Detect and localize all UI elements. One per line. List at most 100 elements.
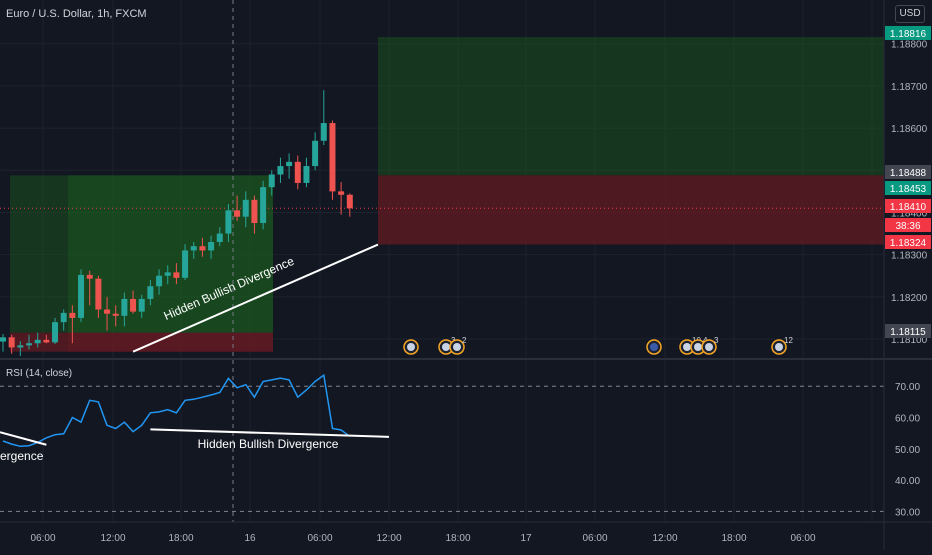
price-divergence-line xyxy=(132,243,379,353)
candle-body-6 xyxy=(52,322,59,343)
candle-body-26 xyxy=(225,210,232,234)
candle-body-15 xyxy=(130,298,137,312)
event-flag-2 xyxy=(453,343,461,351)
event-flag-5 xyxy=(694,343,702,351)
candle-body-40 xyxy=(346,194,353,209)
candle-body-1 xyxy=(8,337,15,348)
price-tick-2: 1.18600 xyxy=(891,124,928,135)
candle-body-22 xyxy=(190,246,197,251)
candle-body-7 xyxy=(60,312,67,323)
candle-body-16 xyxy=(138,298,145,312)
event-flag-1 xyxy=(442,343,450,351)
price-tag-label-4: 38:36 xyxy=(895,221,920,232)
candle-body-11 xyxy=(95,278,102,310)
time-tick-3: 16 xyxy=(244,533,256,544)
price-tag-label-5: 1.18324 xyxy=(890,238,927,249)
time-tick-1: 12:00 xyxy=(100,533,125,544)
time-tick-8: 06:00 xyxy=(582,533,607,544)
time-tick-0: 06:00 xyxy=(30,533,55,544)
candle-body-4 xyxy=(34,339,41,344)
time-tick-10: 18:00 xyxy=(721,533,746,544)
candle-body-21 xyxy=(182,250,189,278)
candle-body-36 xyxy=(312,140,319,167)
candle-body-38 xyxy=(329,123,336,192)
candle-body-13 xyxy=(112,313,119,316)
long-position-2-stop-zone xyxy=(68,332,273,352)
candle-body-23 xyxy=(199,246,206,251)
rsi-tick-4: 30.00 xyxy=(895,507,920,518)
currency-button[interactable]: USD xyxy=(895,5,925,23)
candle-body-18 xyxy=(156,275,163,287)
candle-body-12 xyxy=(104,309,111,314)
candle-body-28 xyxy=(242,199,249,217)
price-tag-4 xyxy=(885,218,931,232)
candle-body-2 xyxy=(17,345,24,348)
price-tag-0 xyxy=(885,26,931,40)
candle-body-14 xyxy=(121,298,128,316)
candle-body-33 xyxy=(286,161,293,167)
candle-body-5 xyxy=(43,339,50,343)
price-tick-4: 1.18400 xyxy=(891,208,928,219)
time-tick-7: 17 xyxy=(520,533,532,544)
price-tag-label-0: 1.18816 xyxy=(890,29,927,40)
price-tick-7: 1.18100 xyxy=(891,335,928,346)
event-flag-7 xyxy=(775,343,783,351)
candle-body-32 xyxy=(277,166,284,175)
candle-body-37 xyxy=(320,123,327,141)
time-tick-11: 06:00 xyxy=(790,533,815,544)
time-tick-9: 12:00 xyxy=(652,533,677,544)
price-tag-label-1: 1.18488 xyxy=(890,168,927,179)
rsi-divergence-label: Hidden Bullish Divergence xyxy=(198,437,339,451)
event-flag-6 xyxy=(705,343,713,351)
price-tick-6: 1.18200 xyxy=(891,293,928,304)
candle-body-27 xyxy=(234,210,241,217)
candle-body-24 xyxy=(208,242,215,251)
rsi-divergence-line-left xyxy=(0,431,47,446)
long-position-3-target-zone xyxy=(378,36,884,176)
price-tick-5: 1.18300 xyxy=(891,251,928,262)
candle-body-17 xyxy=(147,286,154,299)
event-count-6: 3 xyxy=(714,336,719,345)
price-tick-1: 1.18700 xyxy=(891,82,928,93)
time-tick-6: 18:00 xyxy=(445,533,470,544)
candle-body-29 xyxy=(251,199,258,224)
candle-body-8 xyxy=(69,312,76,318)
price-tick-0: 1.18800 xyxy=(891,40,928,51)
candle-body-35 xyxy=(303,166,310,183)
time-tick-5: 12:00 xyxy=(376,533,401,544)
candle-body-19 xyxy=(164,272,171,276)
event-flag-3 xyxy=(650,343,658,351)
candle-body-39 xyxy=(338,191,345,195)
rsi-tick-2: 50.00 xyxy=(895,445,920,456)
price-tag-label-6: 1.18115 xyxy=(890,327,926,338)
candle-body-9 xyxy=(78,274,85,318)
rsi-tick-3: 40.00 xyxy=(895,476,920,487)
candle-body-25 xyxy=(216,233,223,242)
rsi-divergence-left-label: ergence xyxy=(0,449,44,463)
price-tag-label-3: 1.18410 xyxy=(890,202,927,213)
long-position-3-stop-zone xyxy=(378,175,884,245)
event-count-2: 2 xyxy=(462,336,467,345)
price-tag-5 xyxy=(885,235,931,249)
rsi-title: RSI (14, close) xyxy=(6,368,73,379)
candle-body-3 xyxy=(26,343,33,346)
time-tick-4: 06:00 xyxy=(307,533,332,544)
price-tag-label-2: 1.18453 xyxy=(890,184,927,195)
candle-body-0 xyxy=(0,337,6,342)
event-flag-4 xyxy=(683,343,691,351)
price-tag-2 xyxy=(885,181,931,195)
price-tag-1 xyxy=(885,165,931,179)
price-tag-3 xyxy=(885,199,931,213)
price-tag-6 xyxy=(885,324,931,338)
chart-title: Euro / U.S. Dollar, 1h, FXCM xyxy=(6,8,147,20)
rsi-tick-1: 60.00 xyxy=(895,414,920,425)
rsi-tick-0: 70.00 xyxy=(895,382,920,393)
event-flag-0 xyxy=(407,343,415,351)
event-count-7: 12 xyxy=(784,336,793,345)
candle-body-34 xyxy=(294,161,301,183)
rsi-line xyxy=(2,373,351,448)
time-tick-2: 18:00 xyxy=(168,533,193,544)
rsi-divergence-line xyxy=(150,428,390,438)
